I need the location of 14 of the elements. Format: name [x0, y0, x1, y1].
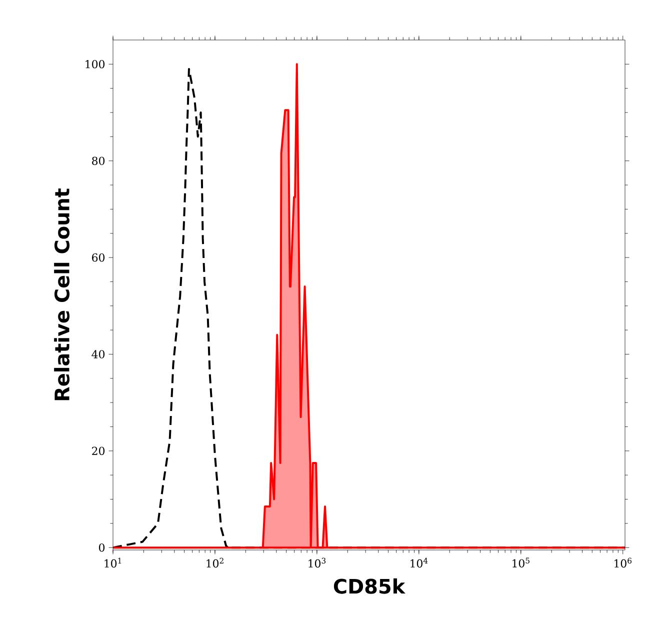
x-tick-label: 10$^{4}$ — [410, 558, 428, 568]
y-tick-label: 100 — [86, 60, 105, 68]
y-tick-label: 60 — [92, 253, 105, 262]
x-axis-title: CD85k — [334, 578, 406, 594]
y-tick-label: 20 — [92, 446, 105, 456]
y-axis-title: Relative Cell Count — [54, 188, 70, 400]
x-tick-label: 10$^{2}$ — [206, 558, 224, 568]
x-tick-label: 10$^{3}$ — [308, 558, 326, 568]
x-tick-label: 10$^{6}$ — [614, 558, 632, 568]
y-tick-label: 40 — [92, 350, 105, 358]
x-tick-label: 10$^{1}$ — [104, 558, 122, 568]
y-tick-label: 0 — [98, 543, 105, 552]
y-tick-label: 80 — [92, 156, 105, 165]
x-tick-label: 10$^{5}$ — [512, 558, 530, 568]
